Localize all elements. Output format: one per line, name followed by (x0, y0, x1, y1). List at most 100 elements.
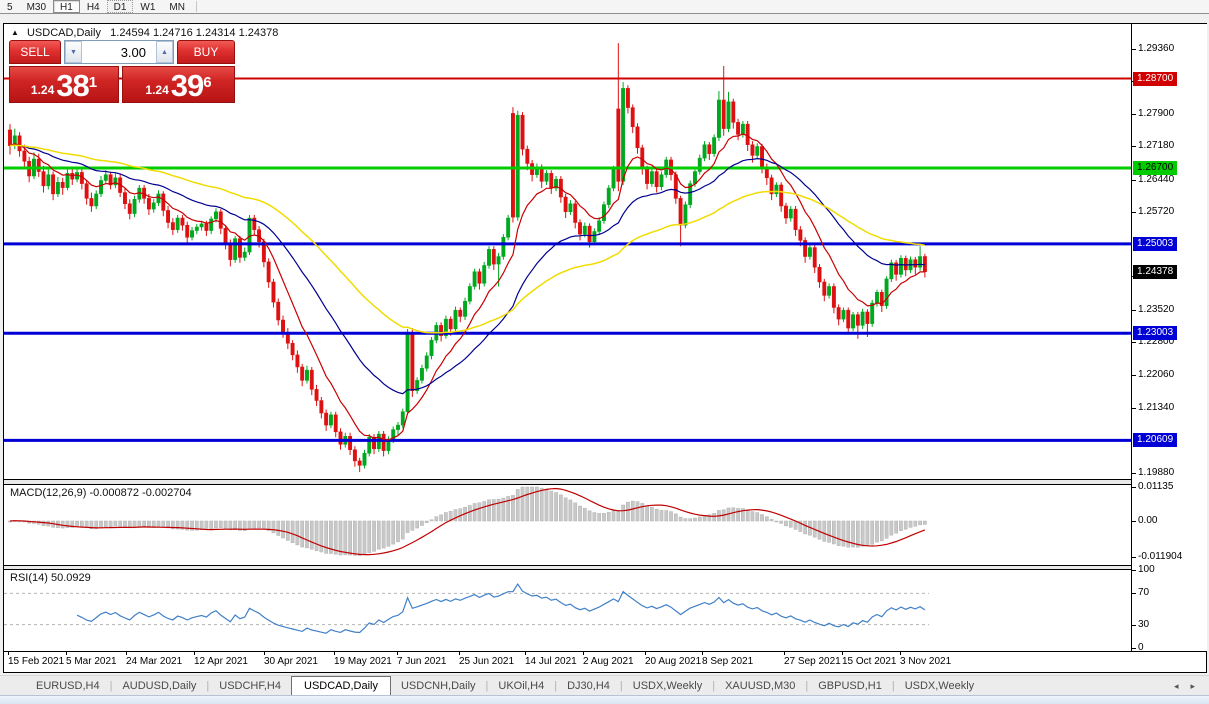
timeframe-button-w1[interactable]: W1 (133, 0, 162, 13)
date-tick-label: 15 Feb 2021 (8, 656, 65, 667)
panel-border (4, 651, 1207, 652)
time-tick-mark (842, 652, 843, 655)
tab-scroll-right-icon[interactable]: ▸ (1190, 681, 1195, 691)
volume-increase-button[interactable]: ▲ (156, 41, 173, 63)
date-tick-label: 19 May 2021 (334, 656, 392, 667)
chart-ohlc-values: 1.24594 1.24716 1.24314 1.24378 (110, 27, 279, 39)
buy-button[interactable]: BUY (177, 40, 235, 64)
timeframe-button-h1[interactable]: H1 (53, 0, 80, 13)
price-tick-label: 1.29360 (1138, 43, 1175, 54)
macd-axis-label: -0.011904 (1138, 550, 1183, 562)
ask-pipette: 6 (203, 74, 212, 91)
time-tick-mark (645, 652, 646, 655)
time-tick-mark (126, 652, 127, 655)
rsi-axis-label: 70 (1138, 587, 1150, 599)
chart-tab-usdcad-active[interactable]: USDCAD,Daily (291, 676, 391, 696)
time-tick-mark (525, 652, 526, 655)
ask-price-display[interactable]: 1.24 39 6 (122, 66, 235, 103)
macd-panel-canvas[interactable] (4, 485, 1131, 565)
axis-tick-mark (1132, 570, 1136, 571)
date-tick-label: 12 Apr 2021 (194, 656, 248, 667)
panel-splitter[interactable] (4, 484, 1207, 485)
price-level-badge: 1.25003 (1133, 236, 1178, 251)
date-tick-label: 8 Sep 2021 (702, 656, 754, 667)
panel-splitter[interactable] (4, 569, 1207, 570)
ask-big-digits: 39 (170, 68, 204, 103)
chart-tab-gbpusd[interactable]: GBPUSD,H1 (818, 680, 882, 692)
time-axis: 15 Feb 2021 5 Mar 2021 24 Mar 2021 12 Apr 2… (4, 652, 1131, 672)
timeframe-button-5[interactable]: 5 (0, 0, 20, 13)
panel-splitter[interactable] (4, 479, 1207, 480)
date-tick-label: 20 Aug 2021 (645, 656, 702, 667)
chart-tab-usdx[interactable]: USDX,Weekly (904, 680, 975, 692)
rsi-axis-label: 0 (1138, 642, 1144, 651)
date-tick-label: 5 Mar 2021 (66, 656, 117, 667)
chart-tab-usdx[interactable]: USDX,Weekly (632, 680, 703, 692)
panel-splitter[interactable] (4, 565, 1207, 566)
tab-scroll-left-icon[interactable]: ◂ (1173, 681, 1179, 691)
chart-tab-xauusd[interactable]: XAUUSD,M30 (725, 680, 796, 692)
price-tick-label: 1.22800 (1138, 336, 1175, 348)
price-level-badge: 1.23003 (1133, 326, 1178, 341)
price-level-badge: 1.24378 (1133, 264, 1178, 279)
chart-tab-eurusd[interactable]: EURUSD,H4 (36, 680, 100, 692)
macd-axis-label: 0.00 (1138, 515, 1158, 526)
tab-divider: | (206, 680, 210, 692)
tab-divider: | (805, 680, 809, 692)
tab-scroll-arrows: ◂ ▸ (1168, 681, 1201, 692)
one-click-trading-panel: SELL ▼ ▲ BUY 1.24 38 1 1.24 39 6 (9, 40, 235, 103)
date-tick-label: 15 Oct 2021 (842, 656, 897, 667)
price-tick-label: 1.27180 (1138, 140, 1175, 152)
timeframe-button-d1[interactable]: D1 (106, 0, 134, 13)
bid-prefix: 1.24 (30, 83, 55, 97)
axis-tick-mark (1132, 521, 1136, 522)
tab-divider: | (619, 680, 623, 692)
price-tick-label: 1.27900 (1138, 108, 1175, 120)
date-tick-label: 14 Jul 2021 (525, 656, 577, 667)
timeframe-button-m30[interactable]: M30 (20, 0, 53, 13)
arrow-down-icon: ▼ (70, 48, 77, 56)
timeframe-button-mn[interactable]: MN (162, 0, 192, 13)
volume-decrease-button[interactable]: ▼ (65, 41, 82, 63)
axis-tick-mark (1132, 179, 1136, 181)
chart-tab-audusd[interactable]: AUDUSD,Daily (122, 680, 197, 692)
date-tick-label: 7 Jun 2021 (397, 656, 447, 667)
date-tick-label: 24 Mar 2021 (126, 656, 183, 667)
sell-button[interactable]: SELL (9, 40, 61, 64)
rsi-axis-label: 30 (1138, 618, 1150, 630)
panel-splitter[interactable] (4, 480, 1207, 484)
rsi-indicator-label: RSI(14) 50.0929 (10, 572, 91, 584)
timeframe-toolbar: 5 M30 H1 H4 D1 W1 MN (0, 0, 1209, 14)
chart-tab-usdcnh[interactable]: USDCNH,Daily (400, 680, 476, 692)
chart-tab-dj30[interactable]: DJ30,H4 (567, 680, 610, 692)
chart-tab-usdchf[interactable]: USDCHF,H4 (219, 680, 281, 692)
price-tick-label: 1.19880 (1138, 466, 1175, 478)
date-tick-label: 2 Aug 2021 (583, 656, 634, 667)
price-level-badge: 1.26700 (1133, 160, 1178, 175)
price-tick-label: 1.25720 (1138, 205, 1175, 217)
time-tick-mark (702, 652, 703, 655)
panel-splitter[interactable] (4, 566, 1207, 569)
time-tick-mark (583, 652, 584, 655)
time-tick-mark (459, 652, 460, 655)
date-tick-label: 3 Nov 2021 (900, 656, 952, 667)
volume-input[interactable] (82, 41, 156, 63)
toolbar-separator (195, 1, 197, 12)
volume-spinner: ▼ ▲ (64, 40, 174, 64)
date-tick-label: 27 Sep 2021 (784, 656, 841, 667)
bid-price-display[interactable]: 1.24 38 1 (9, 66, 119, 103)
timeframe-button-h4[interactable]: H4 (80, 0, 107, 13)
time-tick-mark (264, 652, 265, 655)
chart-window: ▲ USDCAD,Daily 1.24594 1.24716 1.24314 1… (3, 23, 1207, 673)
price-tick-label: 1.26440 (1138, 173, 1175, 185)
panel-collapse-icon[interactable]: ▲ (11, 28, 19, 37)
chart-ohlc-title: ▲ USDCAD,Daily 1.24594 1.24716 1.24314 1… (11, 27, 278, 39)
price-tick-label: 1.21340 (1138, 401, 1175, 413)
price-axis: 1.293601.286401.279001.271801.264401.257… (1131, 24, 1207, 651)
time-tick-mark (334, 652, 335, 655)
rsi-panel-canvas[interactable] (4, 570, 1131, 651)
chart-tab-ukoil[interactable]: UKOil,H4 (498, 680, 545, 692)
axis-tick-mark (1132, 407, 1136, 409)
time-tick-mark (784, 652, 785, 655)
